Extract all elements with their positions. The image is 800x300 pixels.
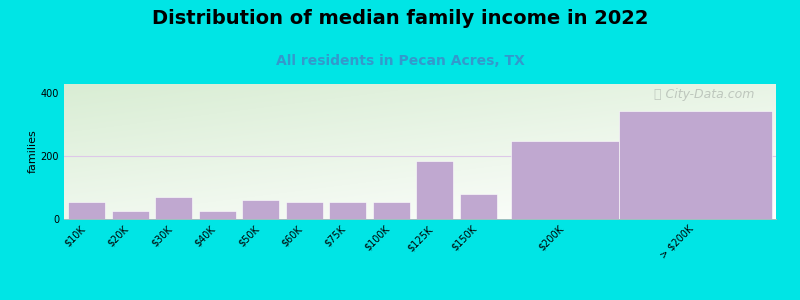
Bar	[619, 111, 772, 219]
Bar	[460, 194, 497, 219]
Text: All residents in Pecan Acres, TX: All residents in Pecan Acres, TX	[275, 54, 525, 68]
Y-axis label: families: families	[28, 130, 38, 173]
Bar	[198, 211, 236, 219]
Bar	[286, 202, 322, 219]
Bar	[330, 202, 366, 219]
Bar	[112, 211, 149, 219]
Text: ⓘ City-Data.com: ⓘ City-Data.com	[654, 88, 754, 101]
Bar	[373, 202, 410, 219]
Text: Distribution of median family income in 2022: Distribution of median family income in …	[152, 9, 648, 28]
Bar	[68, 202, 106, 219]
Bar	[416, 161, 453, 219]
Bar	[155, 197, 192, 219]
Bar	[510, 140, 619, 219]
Bar	[242, 200, 279, 219]
